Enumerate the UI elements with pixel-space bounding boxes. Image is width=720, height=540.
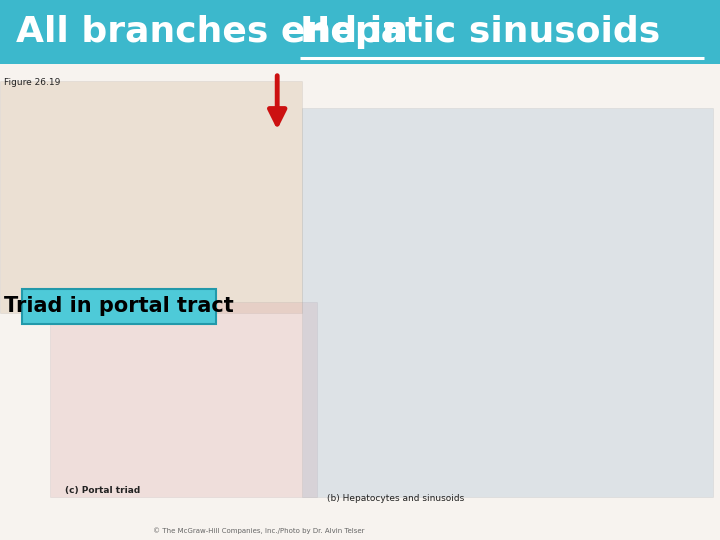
Bar — [22, 289, 216, 324]
Text: Triad in portal tract: Triad in portal tract — [4, 296, 234, 316]
Text: Figure 26.19: Figure 26.19 — [4, 78, 60, 87]
Bar — [302, 108, 713, 497]
Text: (b) Hepatocytes and sinusoids: (b) Hepatocytes and sinusoids — [328, 494, 464, 503]
Bar — [0, 0, 720, 64]
Bar — [50, 302, 317, 497]
Text: (c) Portal triad: (c) Portal triad — [65, 486, 140, 495]
Text: Hepatic sinusoids: Hepatic sinusoids — [300, 15, 660, 49]
Text: (a) Hepatic lobules: (a) Hepatic lobules — [94, 308, 179, 317]
Bar — [0, 64, 720, 540]
Text: All branches end in: All branches end in — [16, 15, 420, 49]
Bar — [0, 81, 302, 313]
Text: © The McGraw-Hill Companies, Inc./Photo by Dr. Alvin Telser: © The McGraw-Hill Companies, Inc./Photo … — [153, 527, 365, 534]
